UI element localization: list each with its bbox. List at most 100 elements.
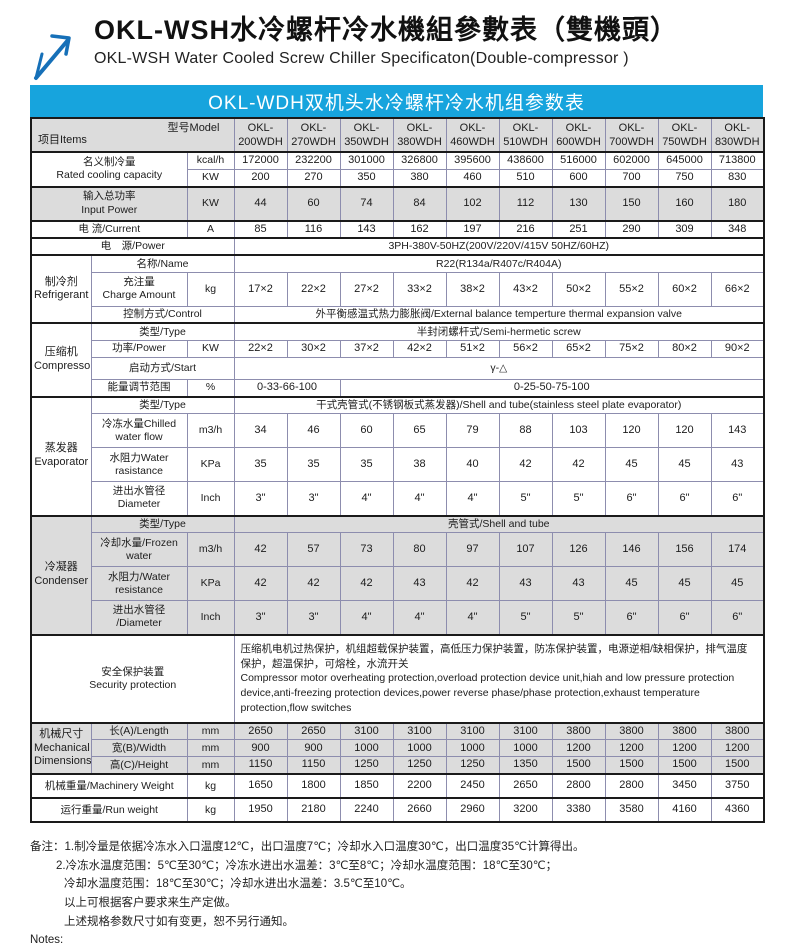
- table-row: 进出水管径 /Diameter Inch 3" 3" 4" 4" 4" 5" 5" 6" 6" 6": [31, 600, 765, 636]
- corner-items-label: 项目Items: [38, 134, 87, 147]
- model-header: OKL- 200WDH: [233, 117, 288, 153]
- table-row: 项目Items 型号Model OKL- 200WDH OKL- 270WDH OKL-…: [30, 117, 765, 153]
- value-cell: 160: [657, 185, 712, 221]
- spec-table: 项目Items 型号Model OKL- 200WDH OKL- 270WDH OKL-…: [30, 117, 765, 824]
- value-cell: 74: [339, 185, 394, 221]
- row-label-height: 高(C)/Height: [90, 756, 188, 775]
- value-cell: 116: [286, 219, 341, 239]
- value-cell: 6": [710, 481, 765, 517]
- value-cell: 1500: [604, 756, 659, 775]
- value-cell: 510: [498, 168, 553, 188]
- value-cell: 232200: [286, 150, 341, 170]
- value-cell: 3100: [339, 721, 394, 741]
- corner-model-label: 型号Model: [167, 122, 220, 134]
- table-row: 控制方式/Control 外平衡感温式热力膨胀阀/External balance…: [31, 305, 765, 324]
- value-cell: 1350: [498, 756, 553, 775]
- value-cell: 1200: [710, 739, 765, 758]
- value-cell: 602000: [604, 150, 659, 170]
- table-row: 名义制冷量 Rated cooling capacity kcal/h 172000…: [30, 150, 765, 187]
- value-cell: 216: [498, 219, 553, 239]
- value-cell: 75×2: [604, 339, 659, 358]
- value-cell: 130: [551, 185, 606, 221]
- value-cell: 2800: [604, 773, 659, 799]
- value-cell: 3": [233, 481, 288, 517]
- unit-cell: KW: [186, 339, 235, 358]
- table-row: 机械重量/Machinery Weight kg 1650 1800 1850 2200 2…: [30, 773, 765, 799]
- value-cell: 3800: [710, 721, 765, 741]
- table-row: 进出水管径 Diameter Inch 3" 3" 4" 4" 4" 5" 5" 6" 6" 6": [31, 481, 765, 517]
- value-cell: 2660: [392, 797, 447, 823]
- row-label-cond-water-resistance: 水阻力/Water resistance: [90, 566, 188, 602]
- note-line: 备注：1.制冷量是依据冷冻水入口温度12℃，出口温度7℃；冷却水入口温度30℃，…: [30, 841, 585, 853]
- value-cell: 51×2: [445, 339, 500, 358]
- value-cell: 2450: [445, 773, 500, 799]
- value-cell: 180: [710, 185, 765, 221]
- model-header: OKL- 600WDH: [551, 117, 606, 153]
- page-title-cn: OKL-WSH水冷螺杆冷水機組參數表（雙機頭）: [94, 15, 678, 45]
- row-label-compressor-type: 类型/Type: [90, 322, 235, 341]
- unit-cell: m3/h: [186, 413, 235, 449]
- value-cell: 73: [339, 532, 394, 568]
- value-cell: 4160: [657, 797, 712, 823]
- value-cell: 3800: [604, 721, 659, 741]
- value-cell: 56×2: [498, 339, 553, 358]
- unit-cell: mm: [186, 756, 235, 775]
- table-row: 冷凝器 Condenser 类型/Type 壳管式/Shell and tube: [30, 514, 765, 636]
- table-row: 能量调节范围% 0-33-66-100 0-25-50-75-100: [31, 378, 765, 398]
- row-label-cond-pipe-diameter: 进出水管径 /Diameter: [90, 600, 188, 636]
- value-cell: 3450: [657, 773, 712, 799]
- value-cell: 5": [498, 481, 553, 517]
- table-row: 运行重量/Run weight kg 1950 2180 2240 2660 2960 320…: [30, 797, 765, 823]
- value-cell: 42: [233, 566, 288, 602]
- value-cell: 395600: [445, 150, 500, 170]
- value-cell: 290: [604, 219, 659, 239]
- value-cell: 830: [710, 168, 765, 188]
- section-label-condenser: 冷凝器 Condenser: [30, 514, 92, 636]
- value-cell: 6": [710, 600, 765, 636]
- value-cell: 45: [657, 447, 712, 483]
- row-label-width: 宽(B)/Width: [90, 739, 188, 758]
- value-cell: 3100: [445, 721, 500, 741]
- corner-items-model-cell: 项目Items 型号Model: [30, 117, 235, 153]
- table-row: 冷冻水量Chilled water flow m3/h 34 46 60 65 79 88 10…: [31, 413, 765, 449]
- value-cell: 4": [392, 600, 447, 636]
- value-cell: 42×2: [392, 339, 447, 358]
- value-cell: 1200: [551, 739, 606, 758]
- value-cell: 2240: [339, 797, 394, 823]
- model-header: OKL- 830WDH: [710, 117, 765, 153]
- table-row: 宽(B)/Width mm 900 900 1000 1000 1000 1000 1200 12…: [31, 739, 765, 758]
- unit-cell: KW: [186, 168, 235, 188]
- value-cell: 60×2: [657, 271, 712, 307]
- value-cell: 1200: [657, 739, 712, 758]
- value-cell: 44: [233, 185, 288, 221]
- value-cell: 172000: [233, 150, 288, 170]
- value-cell: 22×2: [286, 271, 341, 307]
- row-label-chilled-water-flow: 冷冻水量Chilled water flow: [90, 413, 188, 449]
- value-cell: 348: [710, 219, 765, 239]
- value-cell: 42: [339, 566, 394, 602]
- value-cell: 102: [445, 185, 500, 221]
- value-cell: 80×2: [657, 339, 712, 358]
- value-cell: 79: [445, 413, 500, 449]
- row-label-evaporator-type: 类型/Type: [90, 395, 235, 415]
- value-cell: 66×2: [710, 271, 765, 307]
- row-label-charge-amount: 充注量 Charge Amount: [90, 271, 188, 307]
- table-row: 高(C)/Height mm 1150 1150 1250 1250 1250 1350 150…: [31, 756, 765, 775]
- value-cell: 900: [286, 739, 341, 758]
- value-cell: 1650: [233, 773, 288, 799]
- value-cell: 200: [233, 168, 288, 188]
- power-supply-value: 3PH-380V-50HZ(200V/220V/415V 50HZ/60HZ): [233, 237, 765, 256]
- value-cell: 713800: [710, 150, 765, 170]
- value-cell: 3": [233, 600, 288, 636]
- row-label-cooling-water-flow: 冷却水量/Frozen water: [90, 532, 188, 568]
- section-label-evaporator: 蒸发器 Evaporator: [30, 395, 92, 517]
- value-cell: 1500: [710, 756, 765, 775]
- value-cell: 42: [498, 447, 553, 483]
- value-cell: 156: [657, 532, 712, 568]
- note-line: 2.冷冻水温度范围：5℃至30℃；冷冻水进出水温差：3℃至8℃；冷却水温度范围：…: [56, 859, 558, 872]
- unit-cell: kg: [186, 773, 235, 799]
- value-cell: 103: [551, 413, 606, 449]
- value-cell: 516000: [551, 150, 606, 170]
- value-cell: 1150: [286, 756, 341, 775]
- table-row: 输入总功率 Input Power KW 44 60 74 84 102 112 130 150 1…: [30, 185, 765, 221]
